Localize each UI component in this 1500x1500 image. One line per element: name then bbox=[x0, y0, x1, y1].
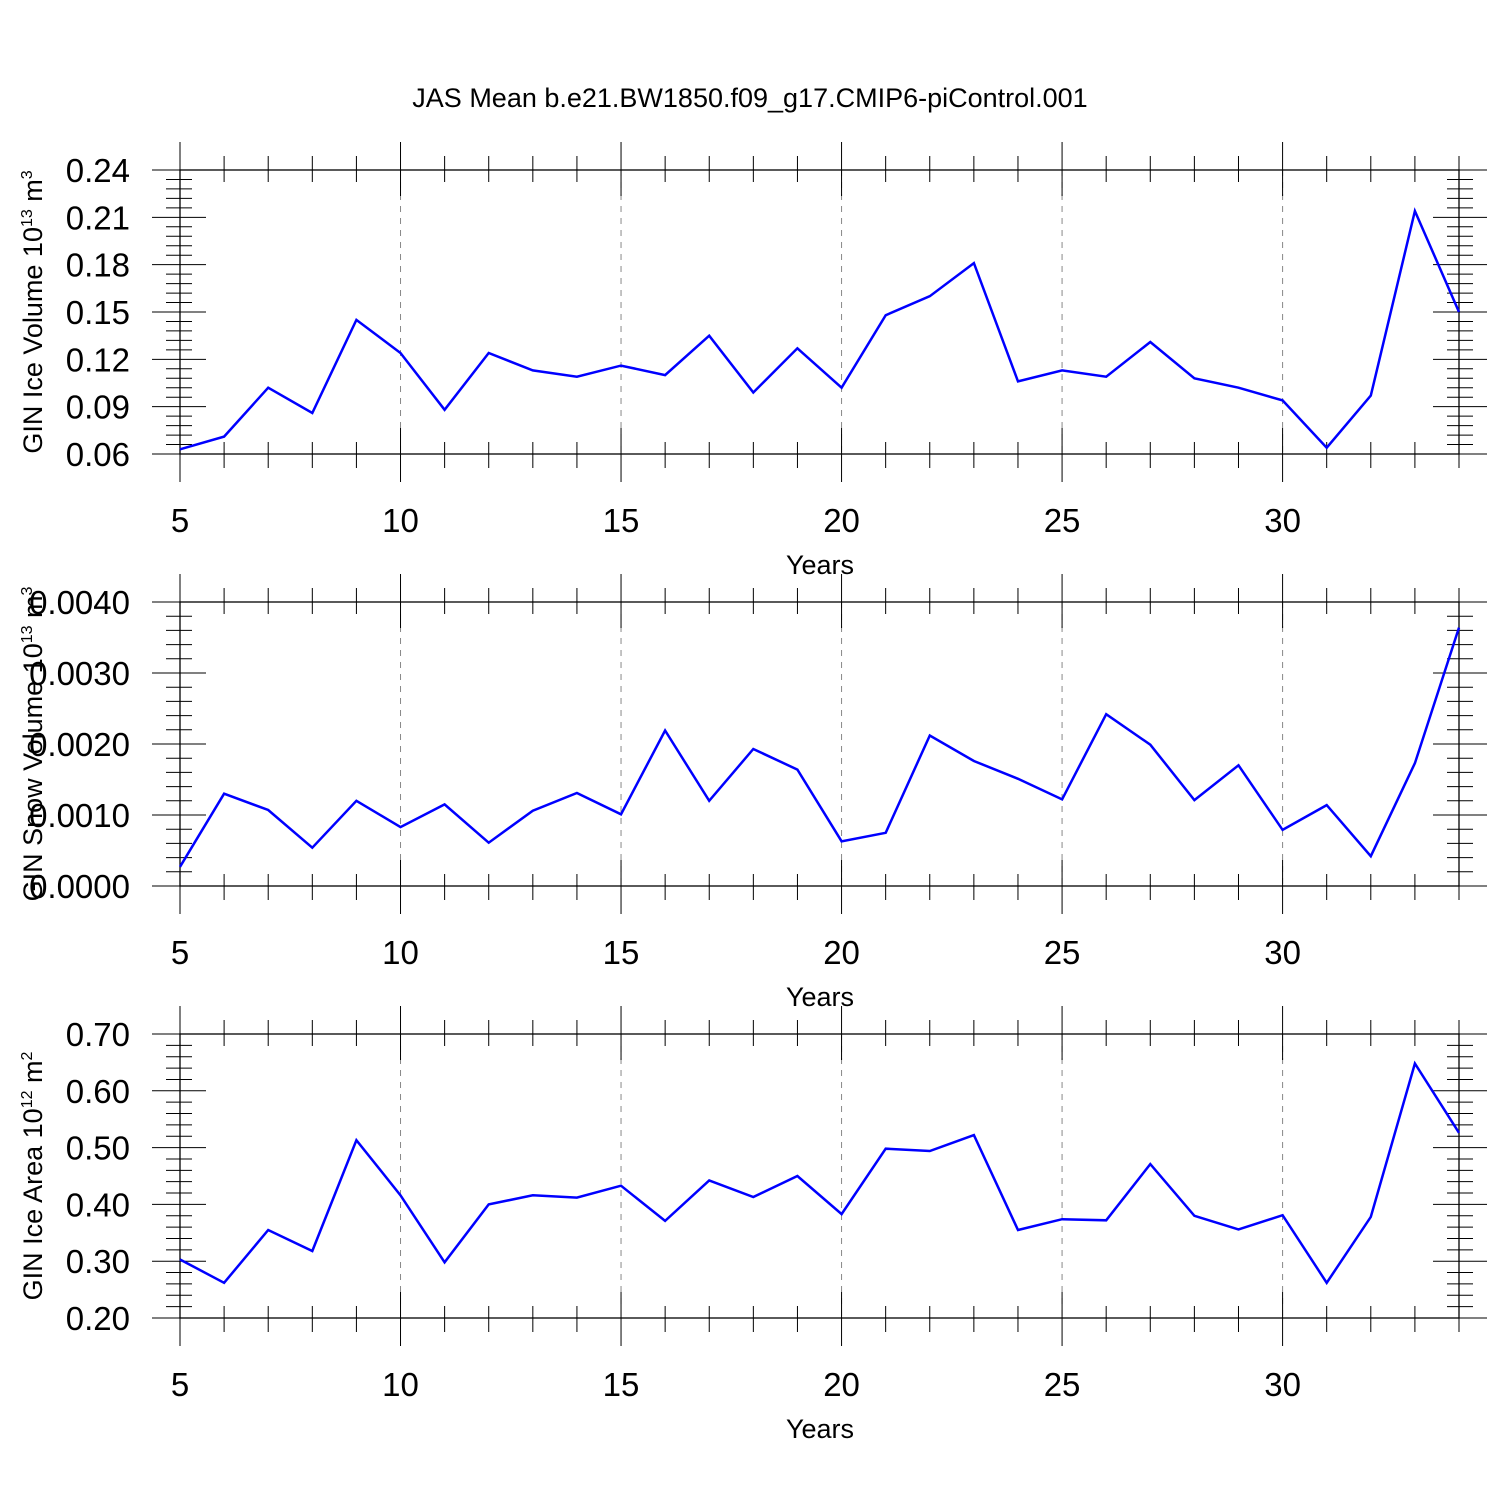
y-tick-label: 0.0040 bbox=[29, 584, 130, 621]
y-tick-label: 0.0010 bbox=[29, 797, 130, 834]
x-tick-label: 25 bbox=[1044, 934, 1081, 971]
x-tick-label: 15 bbox=[603, 1366, 640, 1403]
y-tick-label: 0.24 bbox=[66, 152, 130, 189]
x-tick-label: 20 bbox=[823, 502, 860, 539]
y-axis-label: GIN Ice Area 1012 m2 bbox=[18, 1052, 48, 1301]
x-tick-label: 25 bbox=[1044, 502, 1081, 539]
x-tick-label: 20 bbox=[823, 1366, 860, 1403]
series-line bbox=[179, 1060, 1461, 1286]
y-tick-label: 0.30 bbox=[66, 1243, 130, 1280]
x-tick-label: 15 bbox=[603, 934, 640, 971]
y-tick-label: 0.15 bbox=[66, 294, 130, 331]
y-axis-label: GIN Ice Volume 1013 m3 bbox=[18, 170, 48, 453]
y-tick-label: 0.0020 bbox=[29, 726, 130, 763]
y-tick-label: 0.0000 bbox=[29, 868, 130, 905]
y-tick-label: 0.09 bbox=[66, 389, 130, 426]
x-tick-label: 15 bbox=[603, 502, 640, 539]
y-tick-label: 0.40 bbox=[66, 1186, 130, 1223]
y-tick-label: 0.21 bbox=[66, 199, 130, 236]
x-tick-label: 30 bbox=[1264, 502, 1301, 539]
series-line bbox=[178, 627, 1461, 868]
x-axis-label: Years bbox=[786, 982, 854, 1012]
x-axis-label: Years bbox=[786, 550, 854, 580]
chart-title: JAS Mean b.e21.BW1850.f09_g17.CMIP6-piCo… bbox=[412, 83, 1087, 113]
panel-2: 5 10 15 20 25 30 0.0000 0.0010 0.0020 0.0030 0.004… bbox=[18, 574, 1487, 1012]
y-tick-label: 0.12 bbox=[66, 341, 130, 378]
x-tick-label: 20 bbox=[823, 934, 860, 971]
x-tick-label: 5 bbox=[171, 934, 189, 971]
x-tick-label: 10 bbox=[382, 934, 419, 971]
plot-frame bbox=[179, 169, 1460, 455]
panels: 5 10 15 20 25 30 0.06 0.09 0.12 0.15 0.18 0.21 0.24 Y… bbox=[18, 142, 1487, 1444]
y-tick-label: 0.0030 bbox=[29, 655, 130, 692]
panel-3: 5 10 15 20 25 30 0.20 0.30 0.40 0.50 0.60 0.70 Years… bbox=[18, 1006, 1487, 1444]
y-tick-label: 0.20 bbox=[66, 1300, 130, 1337]
x-tick-label: 5 bbox=[171, 502, 189, 539]
x-axis-label: Years bbox=[786, 1414, 854, 1444]
x-tick-label: 30 bbox=[1264, 1366, 1301, 1403]
x-tick-label: 25 bbox=[1044, 1366, 1081, 1403]
panel-1: 5 10 15 20 25 30 0.06 0.09 0.12 0.15 0.18 0.21 0.24 Y… bbox=[18, 142, 1487, 580]
x-tick-label: 10 bbox=[382, 1366, 419, 1403]
y-tick-label: 0.70 bbox=[66, 1016, 130, 1053]
y-tick-label: 0.60 bbox=[66, 1073, 130, 1110]
y-tick-label: 0.18 bbox=[66, 247, 130, 284]
y-tick-label: 0.06 bbox=[66, 436, 130, 473]
plot-frame bbox=[179, 601, 1460, 887]
plot-frame bbox=[179, 1033, 1460, 1319]
y-tick-label: 0.50 bbox=[66, 1130, 130, 1167]
series-line bbox=[179, 207, 1461, 451]
x-tick-label: 30 bbox=[1264, 934, 1301, 971]
x-tick-label: 5 bbox=[171, 1366, 189, 1403]
y-axis-label: GIN Snow Volume 1013 m3 bbox=[18, 586, 48, 901]
x-tick-label: 10 bbox=[382, 502, 419, 539]
